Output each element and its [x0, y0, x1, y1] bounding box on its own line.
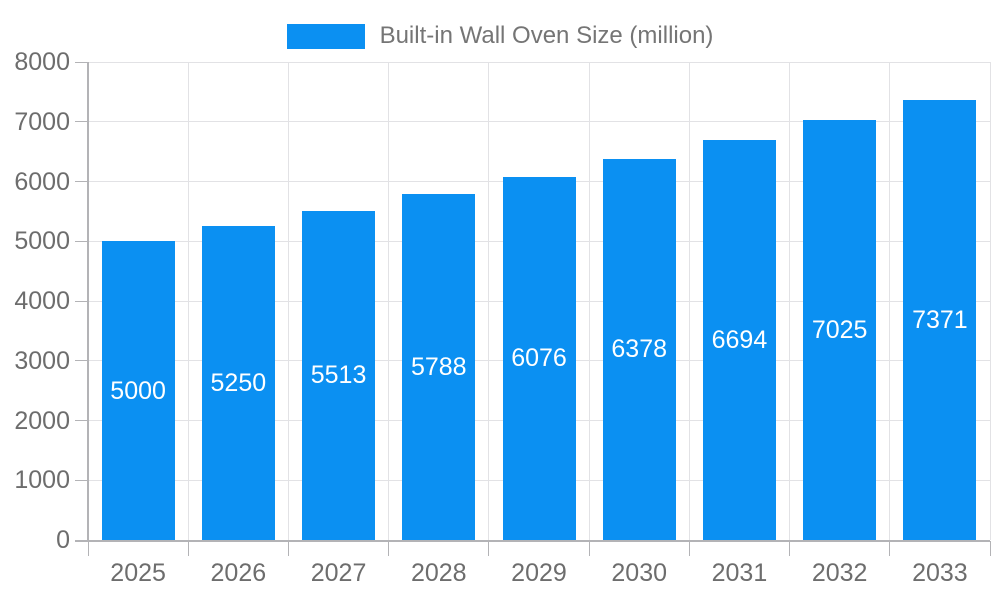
gridline-vertical: [688, 62, 690, 540]
x-axis-tick: [789, 541, 791, 556]
bar: [201, 226, 275, 540]
bar-value-label: 5250: [210, 369, 267, 398]
gridline-vertical: [388, 62, 390, 540]
bar-value-label: 6694: [711, 326, 768, 355]
bar-value-label: 7025: [811, 316, 868, 345]
gridline-horizontal: [88, 121, 990, 123]
gridline-vertical: [488, 62, 490, 540]
y-axis-tick: [75, 61, 88, 63]
bar: [702, 140, 776, 540]
bar-value-label: 6378: [611, 335, 668, 364]
x-tick-label: 2032: [811, 559, 868, 587]
x-tick-label: 2029: [511, 559, 567, 587]
x-axis-tick: [287, 541, 289, 556]
legend[interactable]: Built-in Wall Oven Size (million): [0, 22, 1000, 50]
bar: [803, 120, 877, 540]
x-tick-label: 2030: [611, 559, 668, 587]
x-axis-tick: [989, 541, 991, 556]
x-tick-label: 2033: [912, 559, 968, 587]
y-axis-tick: [75, 181, 88, 182]
y-axis-tick: [75, 420, 88, 421]
x-axis-tick: [688, 541, 690, 556]
x-tick-label: 2027: [310, 559, 367, 587]
x-axis-tick: [187, 541, 189, 556]
x-tick-label: 2031: [711, 559, 768, 587]
bar-value-label: 5788: [410, 353, 467, 382]
x-axis-tick: [588, 541, 590, 556]
legend-swatch-icon: [286, 23, 365, 49]
gridline-vertical: [789, 62, 791, 540]
gridline-vertical: [588, 62, 590, 540]
legend-label: Built-in Wall Oven Size (million): [379, 22, 714, 49]
y-axis-tick: [75, 360, 88, 362]
x-axis-tick: [488, 541, 490, 556]
bar-value-label: 7371: [912, 305, 968, 334]
y-tick-label: 6000: [14, 167, 70, 196]
y-axis-tick: [75, 121, 88, 123]
y-tick-label: 3000: [14, 346, 70, 375]
bar: [903, 99, 977, 540]
bar-value-label: 5000: [110, 376, 166, 405]
y-axis-line: [87, 62, 89, 541]
x-axis-tick: [87, 541, 89, 556]
bar: [302, 210, 376, 540]
x-tick-label: 2025: [110, 559, 166, 587]
x-tick-label: 2026: [210, 559, 267, 587]
x-axis-line: [75, 540, 990, 542]
y-axis-tick: [75, 479, 88, 481]
y-tick-label: 8000: [14, 48, 70, 76]
y-axis-tick: [75, 300, 88, 302]
y-tick-label: 0: [56, 526, 70, 554]
bar: [502, 176, 576, 540]
gridline-vertical: [989, 62, 991, 540]
y-tick-label: 1000: [14, 466, 70, 495]
gridline-horizontal: [88, 61, 990, 63]
x-axis-tick: [388, 541, 390, 556]
bar: [402, 194, 476, 540]
y-tick-label: 5000: [14, 227, 70, 256]
gridline-vertical: [287, 62, 289, 540]
x-axis-tick: [889, 541, 891, 556]
x-tick-label: 2028: [410, 559, 467, 587]
bar-value-label: 5513: [310, 361, 367, 390]
bar: [101, 241, 175, 540]
gridline-vertical: [187, 62, 189, 540]
gridline-vertical: [889, 62, 891, 540]
y-tick-label: 2000: [14, 406, 70, 435]
bar: [602, 158, 676, 540]
y-tick-label: 7000: [14, 107, 70, 136]
bar-value-label: 6076: [511, 344, 567, 373]
y-axis-tick: [75, 240, 88, 242]
y-tick-label: 4000: [14, 287, 70, 315]
